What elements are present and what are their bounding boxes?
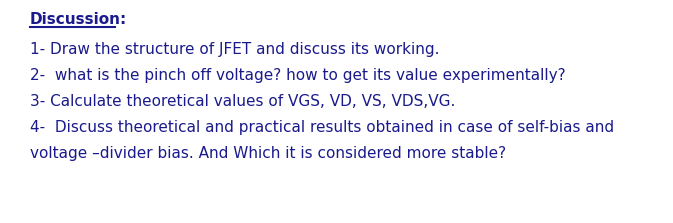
Text: voltage –divider bias. And Which it is considered more stable?: voltage –divider bias. And Which it is c… [30, 146, 506, 161]
Text: 3- Calculate theoretical values of VGS, VD, VS, VDS,VG.: 3- Calculate theoretical values of VGS, … [30, 94, 456, 109]
Text: 1- Draw the structure of JFET and discuss its working.: 1- Draw the structure of JFET and discus… [30, 42, 439, 57]
Text: 4-  Discuss theoretical and practical results obtained in case of self-bias and: 4- Discuss theoretical and practical res… [30, 120, 614, 135]
Text: Discussion:: Discussion: [30, 12, 127, 27]
Text: 2-  what is the pinch off voltage? how to get its value experimentally?: 2- what is the pinch off voltage? how to… [30, 68, 565, 83]
